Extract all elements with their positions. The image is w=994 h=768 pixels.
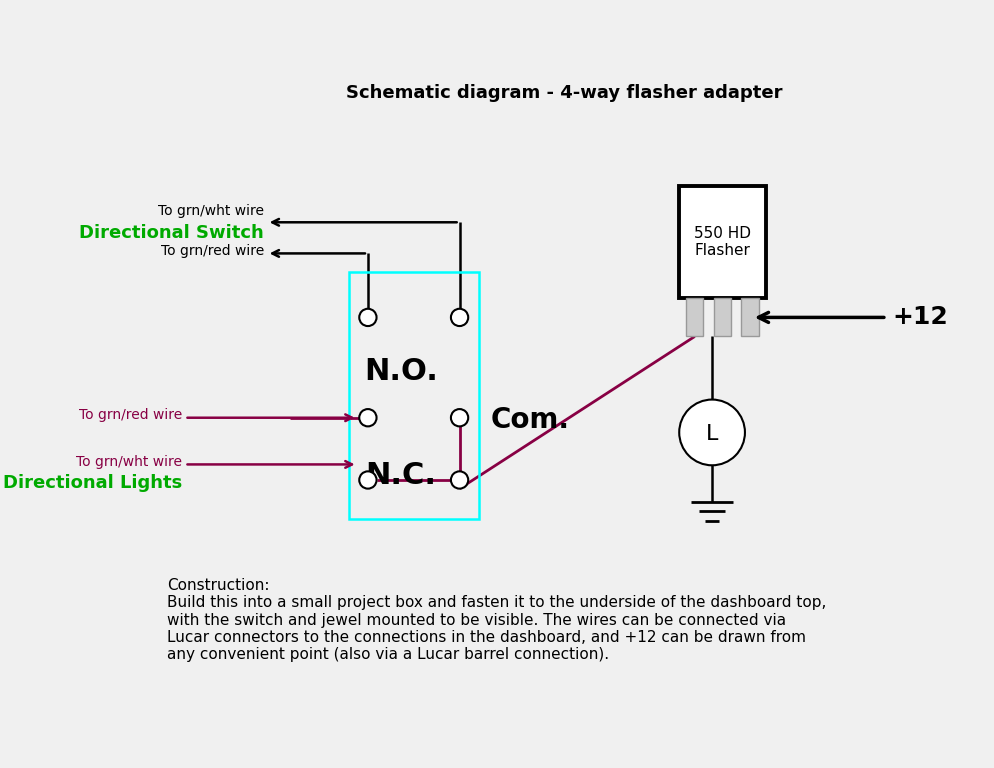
Text: N.O.: N.O. bbox=[364, 357, 437, 386]
Circle shape bbox=[451, 472, 468, 488]
Circle shape bbox=[359, 472, 377, 488]
Text: L: L bbox=[706, 424, 719, 444]
Text: To grn/wht wire: To grn/wht wire bbox=[76, 455, 182, 468]
Circle shape bbox=[451, 409, 468, 426]
Circle shape bbox=[451, 309, 468, 326]
Bar bbox=[349, 273, 478, 519]
Text: Com.: Com. bbox=[491, 406, 570, 435]
Text: Directional Lights: Directional Lights bbox=[3, 475, 182, 492]
Circle shape bbox=[359, 409, 377, 426]
Text: To grn/red wire: To grn/red wire bbox=[161, 243, 264, 258]
Text: Construction:
Build this into a small project box and fasten it to the underside: Construction: Build this into a small pr… bbox=[167, 578, 827, 662]
Text: To grn/red wire: To grn/red wire bbox=[79, 408, 182, 422]
Bar bbox=[714, 299, 732, 336]
Bar bbox=[686, 299, 704, 336]
Text: Directional Switch: Directional Switch bbox=[80, 223, 264, 242]
Text: Schematic diagram - 4-way flasher adapter: Schematic diagram - 4-way flasher adapte… bbox=[346, 84, 782, 102]
Text: +12: +12 bbox=[892, 306, 947, 329]
Text: N.C.: N.C. bbox=[365, 461, 436, 490]
Bar bbox=[679, 186, 765, 299]
Circle shape bbox=[679, 399, 745, 465]
Bar bbox=[742, 299, 758, 336]
Text: 550 HD
Flasher: 550 HD Flasher bbox=[694, 226, 750, 258]
Circle shape bbox=[359, 309, 377, 326]
Text: To grn/wht wire: To grn/wht wire bbox=[158, 204, 264, 218]
